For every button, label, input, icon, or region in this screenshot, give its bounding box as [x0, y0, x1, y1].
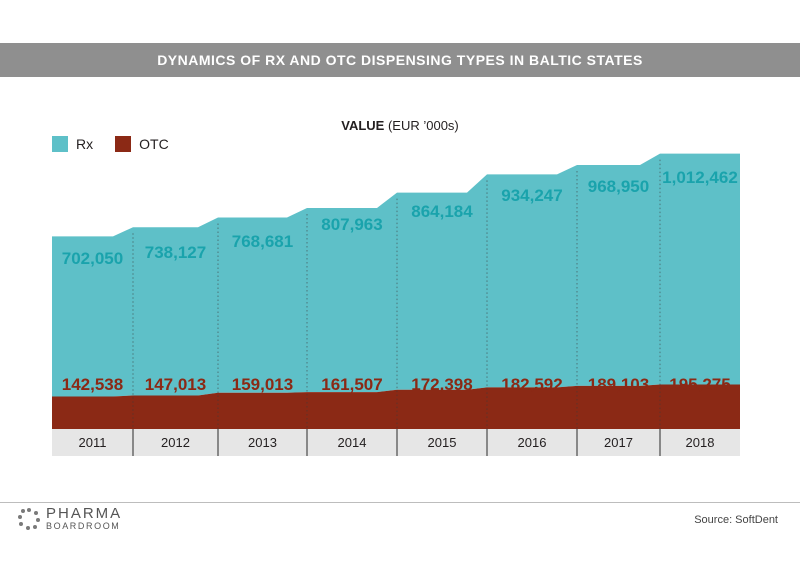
- x-tick-label-2015: 2015: [428, 435, 457, 450]
- x-tick-label-2013: 2013: [248, 435, 277, 450]
- otc-data-label-2014: 161,507: [321, 375, 382, 394]
- subtitle-bold: VALUE: [341, 118, 385, 133]
- otc-area: [52, 384, 740, 429]
- chart-title: DYNAMICS OF RX AND OTC DISPENSING TYPES …: [157, 52, 643, 68]
- rx-data-label-2016: 934,247: [501, 186, 562, 205]
- logo-line1: PHARMA: [46, 505, 123, 522]
- footer-divider: [0, 502, 800, 503]
- x-tick-label-2017: 2017: [604, 435, 633, 450]
- x-tick-label-2014: 2014: [338, 435, 367, 450]
- x-axis-band: [52, 429, 740, 456]
- otc-data-label-2012: 147,013: [145, 375, 206, 394]
- rx-data-label-2017: 968,950: [588, 177, 649, 196]
- legend-swatch-otc: [115, 136, 132, 152]
- otc-data-label-2016: 182,592: [501, 375, 562, 394]
- legend-item-otc: OTC: [115, 136, 169, 152]
- rx-data-label-2014: 807,963: [321, 215, 382, 234]
- chart-banner: DYNAMICS OF RX AND OTC DISPENSING TYPES …: [0, 43, 800, 77]
- legend-swatch-rx: [52, 136, 68, 152]
- rx-data-label-2018: 1,012,462: [662, 168, 738, 187]
- logo-line2: BOARDROOM: [46, 521, 121, 531]
- rx-area: [52, 153, 740, 397]
- pharma-boardroom-logo: PHARMA BOARDROOM: [18, 506, 122, 531]
- logo-dots-icon: [18, 507, 40, 530]
- otc-data-label-2018: 195,275: [669, 375, 730, 394]
- otc-data-label-2013: 159,013: [232, 375, 293, 394]
- legend-label-otc: OTC: [139, 136, 169, 152]
- otc-data-label-2015: 172,398: [411, 375, 472, 394]
- rx-data-label-2013: 768,681: [232, 232, 293, 251]
- subtitle-unit: (EUR ’000s): [387, 118, 459, 133]
- chart-legend: Rx OTC: [52, 136, 191, 152]
- area-chart: 2011 702,050 142,538 2012 738,127 147,013 2013…: [52, 153, 740, 456]
- x-tick-label-2016: 2016: [518, 435, 547, 450]
- x-tick-label-2011: 2011: [79, 435, 107, 450]
- source-note: Source: SoftDent: [694, 514, 778, 526]
- x-tick-label-2012: 2012: [161, 435, 190, 450]
- rx-data-label-2012: 738,127: [145, 243, 206, 262]
- chart-subtitle: VALUE (EUR ’000s): [0, 118, 800, 133]
- rx-data-label-2015: 864,184: [411, 202, 473, 221]
- rx-data-label-2011: 702,050: [62, 249, 123, 268]
- legend-item-rx: Rx: [52, 136, 93, 152]
- legend-label-rx: Rx: [76, 136, 94, 152]
- otc-data-label-2011: 142,538: [62, 375, 123, 394]
- otc-data-label-2017: 189,103: [588, 375, 649, 394]
- x-tick-label-2018: 2018: [686, 435, 715, 450]
